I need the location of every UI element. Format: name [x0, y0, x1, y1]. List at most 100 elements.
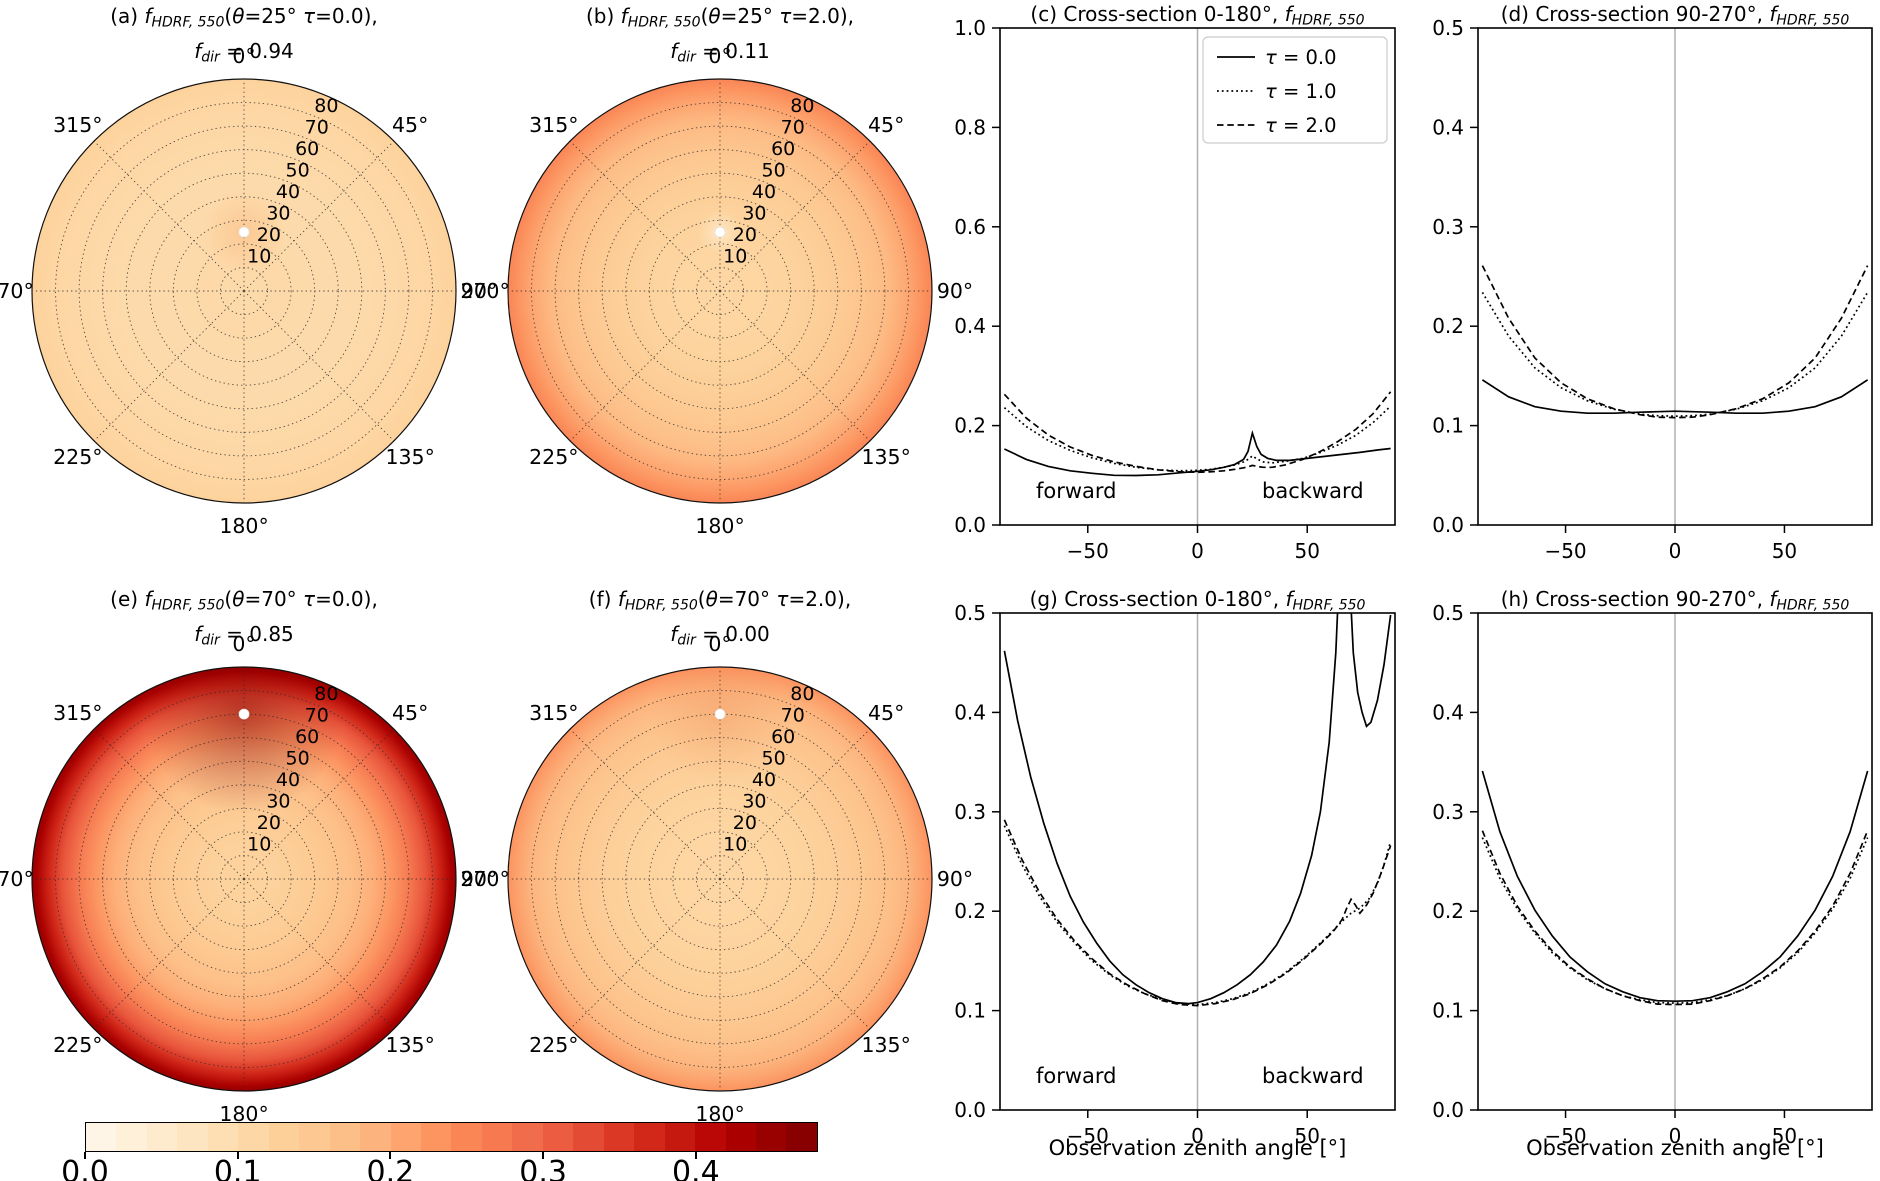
colorbar-segment: [512, 1123, 543, 1151]
svg-text:0.2: 0.2: [1432, 899, 1464, 923]
colorbar-tick-label: 0.1: [213, 1155, 262, 1181]
svg-text:270°: 270°: [460, 867, 509, 891]
cross-title-g: (g) Cross-section 0-180°, fHDRF, 550: [1000, 587, 1395, 614]
annotation-backward-c: backward: [1262, 479, 1364, 503]
svg-text:20: 20: [733, 812, 757, 834]
svg-text:0.3: 0.3: [1432, 215, 1464, 239]
colorbar-segment: [573, 1123, 604, 1151]
svg-text:0°: 0°: [708, 632, 731, 656]
svg-text:0°: 0°: [708, 44, 731, 68]
svg-text:180°: 180°: [219, 514, 268, 538]
series-tau2-line: [1003, 391, 1392, 474]
svg-text:20: 20: [257, 224, 281, 246]
svg-text:60: 60: [771, 138, 795, 160]
colorbar-tick: [694, 1152, 697, 1159]
sun-position-marker: [714, 226, 726, 238]
svg-text:0.1: 0.1: [1432, 999, 1464, 1023]
svg-text:225°: 225°: [53, 1033, 102, 1057]
svg-text:225°: 225°: [53, 445, 102, 469]
svg-text:45°: 45°: [868, 701, 904, 725]
svg-text:40: 40: [752, 769, 776, 791]
xaxis-label-h: Observation zenith angle [°]: [1526, 1136, 1824, 1160]
cross-chart-g: 0.0 0.1 0.2 0.3 0.4 0.5 −50 0 50: [954, 601, 1396, 1148]
azimuth-tick-labels: 0°45°90°135°180°225°270°315°: [0, 44, 497, 538]
svg-text:135°: 135°: [861, 445, 910, 469]
svg-text:135°: 135°: [861, 1033, 910, 1057]
line-plot-g: 0.0 0.1 0.2 0.3 0.4 0.5 −50 0 50: [954, 601, 1396, 1148]
colorbar-segment: [755, 1123, 787, 1151]
colorbar-segment: [238, 1123, 269, 1151]
svg-text:90°: 90°: [461, 867, 497, 891]
tick-marks: [992, 612, 1308, 1118]
title-line-1: (d) Cross-section 90-270°, fHDRF, 550: [1500, 2, 1850, 29]
svg-text:10: 10: [723, 246, 747, 268]
axes-box: [999, 27, 1396, 526]
svg-text:0.4: 0.4: [954, 314, 986, 338]
polar-chart-f: 10 20 30 40 50 60 70 80 0° 45° 90° 135° 180° 225° 270°…: [460, 632, 973, 1126]
svg-text:70: 70: [305, 705, 329, 727]
title-line-1: (g) Cross-section 0-180°, fHDRF, 550: [1029, 587, 1366, 614]
title-line-fdir: fdir = 0.85: [194, 621, 294, 649]
svg-text:−50: −50: [1544, 1124, 1586, 1148]
svg-text:0.0: 0.0: [954, 513, 986, 537]
annotation-forward-c: forward: [1036, 479, 1117, 503]
svg-text:135°: 135°: [385, 445, 434, 469]
colorbar-segment: [146, 1123, 178, 1151]
svg-text:0.2: 0.2: [1432, 314, 1464, 338]
colorbar-tick: [389, 1152, 392, 1159]
sun-position-marker: [714, 708, 726, 720]
svg-text:70: 70: [781, 117, 805, 139]
polar-title-e: (e) fHDRF, 550(θ=70° τ=0.0), fdir = 0.85: [0, 585, 524, 654]
colorbar-tick: [542, 1152, 545, 1159]
svg-text:90°: 90°: [461, 279, 497, 303]
svg-text:0.4: 0.4: [954, 700, 986, 724]
tick-labels: 0.0 0.2 0.4 0.6 0.8 1.0 −50 0 50: [954, 16, 1320, 563]
svg-text:−50: −50: [1544, 539, 1586, 563]
series-tau1-line: [1003, 405, 1392, 472]
colorbar-tick-label: 0.0: [61, 1155, 109, 1181]
sun-position-marker: [238, 708, 250, 720]
svg-text:0.2: 0.2: [954, 899, 986, 923]
svg-text:0.3: 0.3: [954, 800, 986, 824]
svg-text:0°: 0°: [232, 632, 255, 656]
svg-text:−50: −50: [1067, 1124, 1109, 1148]
cross-chart-d: 0.0 0.1 0.2 0.3 0.4 0.5 −50 0 50: [1432, 16, 1873, 563]
svg-text:70: 70: [781, 705, 805, 727]
colorbar-segment: [603, 1123, 635, 1151]
svg-text:30: 30: [266, 791, 290, 813]
svg-text:135°: 135°: [385, 1033, 434, 1057]
svg-text:1.0: 1.0: [954, 16, 986, 40]
svg-text:0.0: 0.0: [1432, 513, 1464, 537]
colorbar-tick: [236, 1152, 239, 1159]
legend-box: [1202, 36, 1388, 144]
svg-text:80: 80: [790, 683, 814, 705]
cross-title-c: (c) Cross-section 0-180°, fHDRF, 550: [1000, 2, 1395, 29]
polar-title-a: (a) fHDRF, 550(θ=25° τ=0.0), fdir = 0.94: [0, 2, 524, 71]
axes-box: [1477, 612, 1873, 1111]
colorbar-segment: [299, 1123, 330, 1151]
svg-text:0.5: 0.5: [1432, 16, 1464, 40]
svg-text:−50: −50: [1067, 539, 1109, 563]
svg-text:90°: 90°: [937, 279, 973, 303]
svg-text:225°: 225°: [529, 445, 578, 469]
colorbar-segment: [420, 1123, 452, 1151]
colorbar-segment: [390, 1123, 421, 1151]
series-tau1-line: [1003, 825, 1392, 1006]
sun-position-marker: [238, 226, 250, 238]
colorbar-segment: [481, 1123, 513, 1151]
colorbar-segment: [451, 1123, 482, 1151]
svg-text:30: 30: [266, 203, 290, 225]
svg-text:10: 10: [247, 834, 271, 856]
svg-text:0°: 0°: [232, 44, 255, 68]
title-line-1: (h) Cross-section 90-270°, fHDRF, 550: [1500, 587, 1850, 614]
svg-text:0: 0: [1191, 539, 1204, 563]
legend: τ = 0.0 τ = 1.0 τ = 2.0: [1202, 36, 1388, 144]
azimuth-tick-labels: 0°45°90°135°180°225°270°315°: [460, 632, 973, 1126]
line-plot-d: 0.0 0.1 0.2 0.3 0.4 0.5 −50 0 50: [1432, 16, 1873, 563]
svg-text:0.0: 0.0: [954, 1098, 986, 1122]
colorbar-segment: [786, 1123, 817, 1151]
azimuth-tick-labels: 0°45°90°135°180°225°270°315°: [460, 44, 973, 538]
